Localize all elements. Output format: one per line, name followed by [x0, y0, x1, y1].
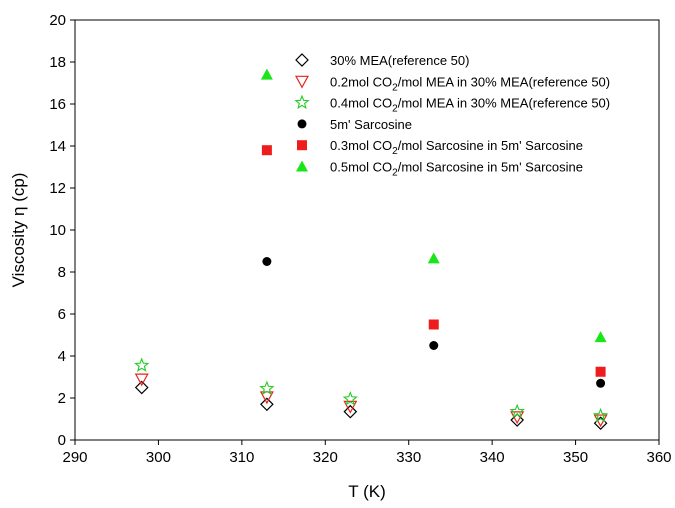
legend: 30% MEA(reference 50) 0.2mol CO2/mol MEA …: [294, 53, 610, 179]
tick-labels: 290 300 310 320 330 340 350 360 0 2 4 6 8 10 12 14 16 18 2…: [49, 12, 671, 466]
y-tick-label: 6: [58, 306, 66, 323]
legend-marker-4: [297, 119, 307, 129]
data-points: [134, 68, 609, 431]
y-axis-title: Viscosity η (cp): [9, 173, 28, 288]
x-tick-label: 290: [62, 449, 87, 466]
data-point-series-1: [260, 397, 274, 412]
data-point-series-3: [134, 357, 150, 372]
x-tick-label: 350: [563, 449, 588, 466]
legend-label-2: 0.2mol CO2/mol MEA in 30% MEA(reference …: [330, 74, 610, 93]
x-axis-title: T (K): [348, 482, 385, 501]
data-point-series-3: [592, 407, 609, 423]
legend-marker-3: [294, 94, 310, 110]
legend-label-6: 0.5mol CO2/mol Sarcosine in 5m' Sarcosin…: [330, 160, 583, 179]
legend-marker-6: [296, 160, 308, 172]
x-tick-label: 300: [146, 449, 171, 466]
legend-label-1: 30% MEA(reference 50): [330, 53, 469, 68]
legend-marker-1: [295, 53, 309, 67]
data-point-series-3: [259, 380, 275, 396]
data-point-series-5: [261, 145, 272, 156]
y-tick-label: 18: [49, 54, 66, 71]
y-tick-label: 16: [49, 96, 66, 113]
data-point-series-1: [134, 380, 149, 395]
x-tick-label: 320: [313, 449, 338, 466]
data-point-series-5: [595, 366, 606, 377]
data-point-series-6: [260, 68, 273, 80]
y-tick-label: 0: [58, 432, 66, 449]
legend-label-3: 0.4mol CO2/mol MEA in 30% MEA(reference …: [330, 96, 610, 115]
x-tick-label: 330: [396, 449, 421, 466]
y-tick-label: 8: [58, 264, 66, 281]
data-point-series-4: [429, 341, 439, 350]
y-tick-label: 14: [49, 138, 66, 155]
axes: [70, 19, 660, 445]
x-tick-label: 360: [646, 449, 671, 466]
y-tick-label: 10: [49, 222, 66, 239]
legend-label-4: 5m' Sarcosine: [330, 117, 412, 132]
data-point-series-6: [594, 331, 607, 343]
x-tick-label: 340: [480, 449, 505, 466]
data-point-series-3: [342, 391, 358, 406]
legend-label-5: 0.3mol CO2/mol Sarcosine in 5m' Sarcosin…: [330, 138, 583, 157]
legend-marker-5: [297, 140, 307, 151]
data-point-series-3: [509, 403, 525, 419]
legend-marker-2: [294, 75, 310, 89]
y-tick-label: 12: [49, 180, 66, 197]
y-tick-label: 4: [58, 348, 66, 365]
data-point-series-2: [134, 373, 149, 387]
y-tick-label: 20: [49, 12, 66, 29]
x-tick-label: 310: [229, 449, 254, 466]
data-point-series-4: [262, 257, 272, 266]
data-point-series-6: [427, 252, 440, 264]
data-point-series-2: [510, 411, 525, 425]
data-point-series-5: [428, 319, 439, 330]
data-point-series-4: [596, 378, 606, 388]
y-tick-label: 2: [58, 390, 66, 407]
